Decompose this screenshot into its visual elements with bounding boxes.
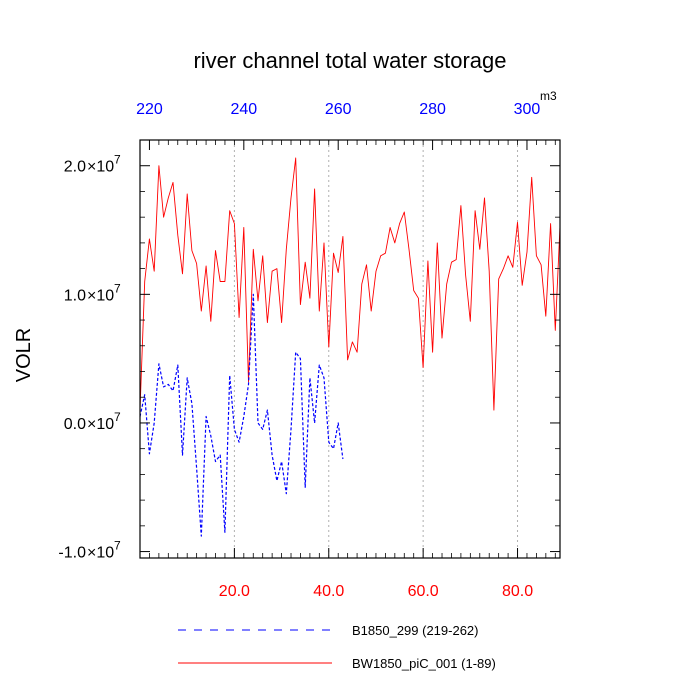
top-tick-label: 240 xyxy=(230,101,257,118)
grid xyxy=(233,140,519,558)
y-tick-label: 0.0 ×10 7 xyxy=(64,410,121,433)
y-tick-mantissa: 1.0 xyxy=(64,287,86,304)
top-tick-label: 260 xyxy=(325,101,352,118)
y-tick-mantissa: 0.0 xyxy=(64,416,86,433)
x-tick-label: 60.0 xyxy=(408,583,439,600)
y-tick-exponent: 7 xyxy=(114,281,121,295)
y-axis-label: VOLR xyxy=(13,328,35,382)
y-tick-times: ×10 xyxy=(87,159,114,176)
legend-label: BW1850_piC_001 (1-89) xyxy=(352,656,496,671)
top-axis-unit: m3 xyxy=(540,89,557,103)
y-tick-times: ×10 xyxy=(87,416,114,433)
y-tick-label: 1.0 ×10 7 xyxy=(64,281,121,304)
top-tick-label: 280 xyxy=(419,101,446,118)
legend-label: B1850_299 (219-262) xyxy=(352,623,479,638)
plot-series xyxy=(139,157,561,537)
series-line-bw1850 xyxy=(139,157,561,411)
y-tick-exponent: 7 xyxy=(114,410,121,424)
y-tick-exponent: 7 xyxy=(114,539,121,553)
y-tick-exponent: 7 xyxy=(114,153,121,167)
y-tick-label: 2.0 ×10 7 xyxy=(64,153,121,176)
x-tick-label: 20.0 xyxy=(219,583,250,600)
x-tick-label: 80.0 xyxy=(502,583,533,600)
y-tick-mantissa: 2.0 xyxy=(64,159,86,176)
y-tick-times: ×10 xyxy=(87,545,114,562)
plot-frame xyxy=(139,139,561,559)
chart-title: river channel total water storage xyxy=(193,48,506,73)
x-tick-label: 40.0 xyxy=(313,583,344,600)
y-tick-label: -1.0 ×10 7 xyxy=(58,539,121,562)
legend: B1850_299 (219-262) BW1850_piC_001 (1-89) xyxy=(178,623,496,671)
y-tick-times: ×10 xyxy=(87,287,114,304)
series-line-b1850 xyxy=(139,293,344,537)
top-tick-label: 220 xyxy=(136,101,163,118)
top-tick-label: 300 xyxy=(514,101,541,118)
y-tick-mantissa: -1.0 xyxy=(58,545,86,562)
